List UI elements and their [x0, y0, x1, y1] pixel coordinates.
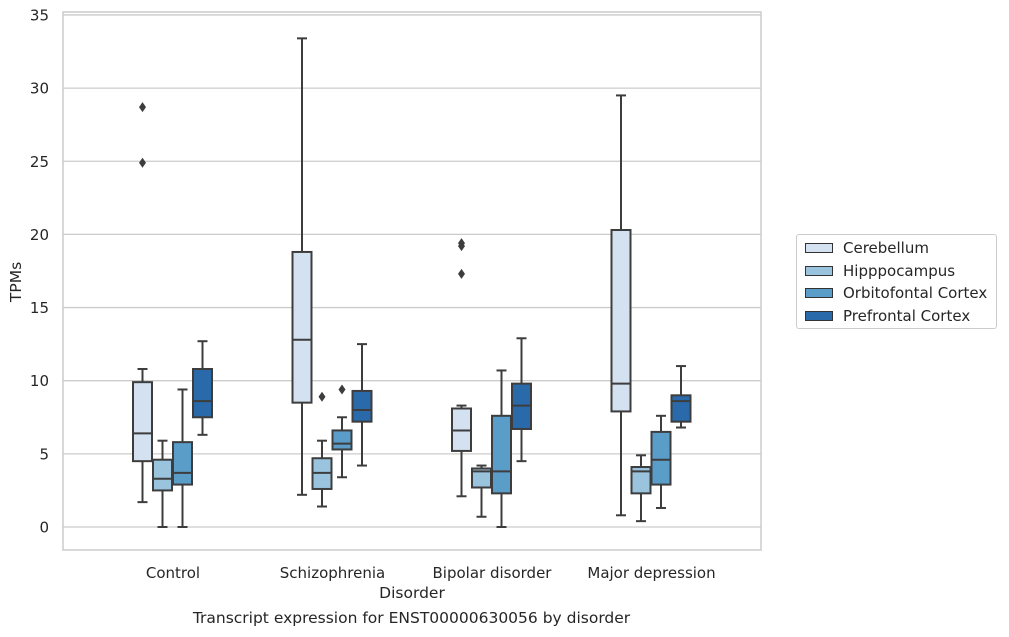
y-tick-label: 30	[30, 80, 49, 98]
y-tick-label: 10	[30, 372, 49, 390]
outlier-point	[139, 102, 146, 113]
y-tick-label: 35	[30, 6, 49, 24]
x-tick-label: Schizophrenia	[280, 564, 385, 582]
legend-item-hipppocampus: Hipppocampus	[805, 261, 955, 281]
box-orbitofontal-cortex-bipolar-disorder	[491, 369, 512, 528]
boxes	[132, 37, 692, 528]
box-prefrontal-cortex-major-depression	[670, 365, 692, 429]
outlier-point	[458, 268, 465, 279]
chart-caption: Transcript expression for ENST0000063005…	[192, 609, 631, 627]
legend-item-prefrontal-cortex: Prefrontal Cortex	[805, 306, 970, 326]
legend-item-cerebellum: Cerebellum	[805, 238, 929, 258]
box-hipppocampus-major-depression	[630, 454, 652, 523]
x-axis-label: Disorder	[379, 584, 445, 602]
iqr-box	[491, 414, 512, 495]
outlier-point	[338, 384, 346, 395]
legend-swatch	[805, 265, 833, 276]
y-tick-label: 25	[30, 153, 49, 171]
outlier-point	[458, 238, 465, 249]
x-tick-label: Control	[146, 564, 200, 582]
box-cerebellum-major-depression	[610, 94, 632, 517]
box-prefrontal-cortex-bipolar-disorder	[511, 337, 532, 463]
y-tick-labels: 0 5 10 15 20 25 30 35	[30, 6, 49, 536]
box-cerebellum-control	[132, 102, 153, 504]
y-tick-label: 5	[39, 445, 49, 463]
legend-item-orbitofontal-cortex: Orbitofontal Cortex	[805, 283, 987, 303]
plot-area-frame	[62, 11, 762, 551]
legend-swatch	[805, 288, 833, 298]
legend-label: Cerebellum	[843, 239, 929, 257]
iqr-box	[351, 389, 373, 423]
legend-label: Orbitofontal Cortex	[843, 284, 988, 302]
box-hipppocampus-control	[152, 439, 173, 528]
iqr-box	[132, 381, 153, 463]
x-tick-labels: Control Schizophrenia Bipolar disorder Majo…	[146, 564, 716, 582]
box-hipppocampus-bipolar-disorder	[471, 464, 492, 518]
y-tick-label: 0	[39, 519, 49, 537]
box-prefrontal-cortex-schizophrenia	[351, 343, 373, 467]
box-prefrontal-cortex-control	[192, 340, 213, 436]
iqr-box	[192, 367, 213, 419]
outlier-point	[139, 157, 146, 168]
iqr-box	[172, 441, 193, 486]
box-hipppocampus-schizophrenia	[311, 391, 333, 508]
iqr-box	[152, 458, 173, 492]
y-tick-label: 15	[30, 299, 49, 317]
box-cerebellum-schizophrenia	[291, 37, 313, 496]
x-tick-label: Major depression	[587, 564, 715, 582]
iqr-box	[610, 229, 632, 413]
legend-label: Prefrontal Cortex	[843, 306, 971, 325]
legend-swatch	[805, 310, 833, 321]
box-orbitofontal-cortex-schizophrenia	[331, 384, 353, 479]
iqr-box	[291, 250, 313, 404]
y-tick-label: 20	[30, 226, 49, 244]
legend: Cerebellum Hipppocampus Orbitofontal Corte…	[796, 234, 997, 329]
iqr-box	[650, 430, 672, 486]
box-cerebellum-bipolar-disorder	[451, 238, 472, 498]
legend-label: Hipppocampus	[843, 261, 956, 280]
outlier-point	[318, 391, 326, 402]
box-orbitofontal-cortex-control	[172, 388, 193, 528]
iqr-box	[670, 394, 692, 423]
y-axis-label: TPMs	[7, 262, 25, 303]
legend-swatch	[805, 243, 833, 253]
iqr-box	[331, 429, 353, 451]
box-orbitofontal-cortex-major-depression	[650, 414, 672, 509]
x-tick-label: Bipolar disorder	[433, 564, 553, 582]
